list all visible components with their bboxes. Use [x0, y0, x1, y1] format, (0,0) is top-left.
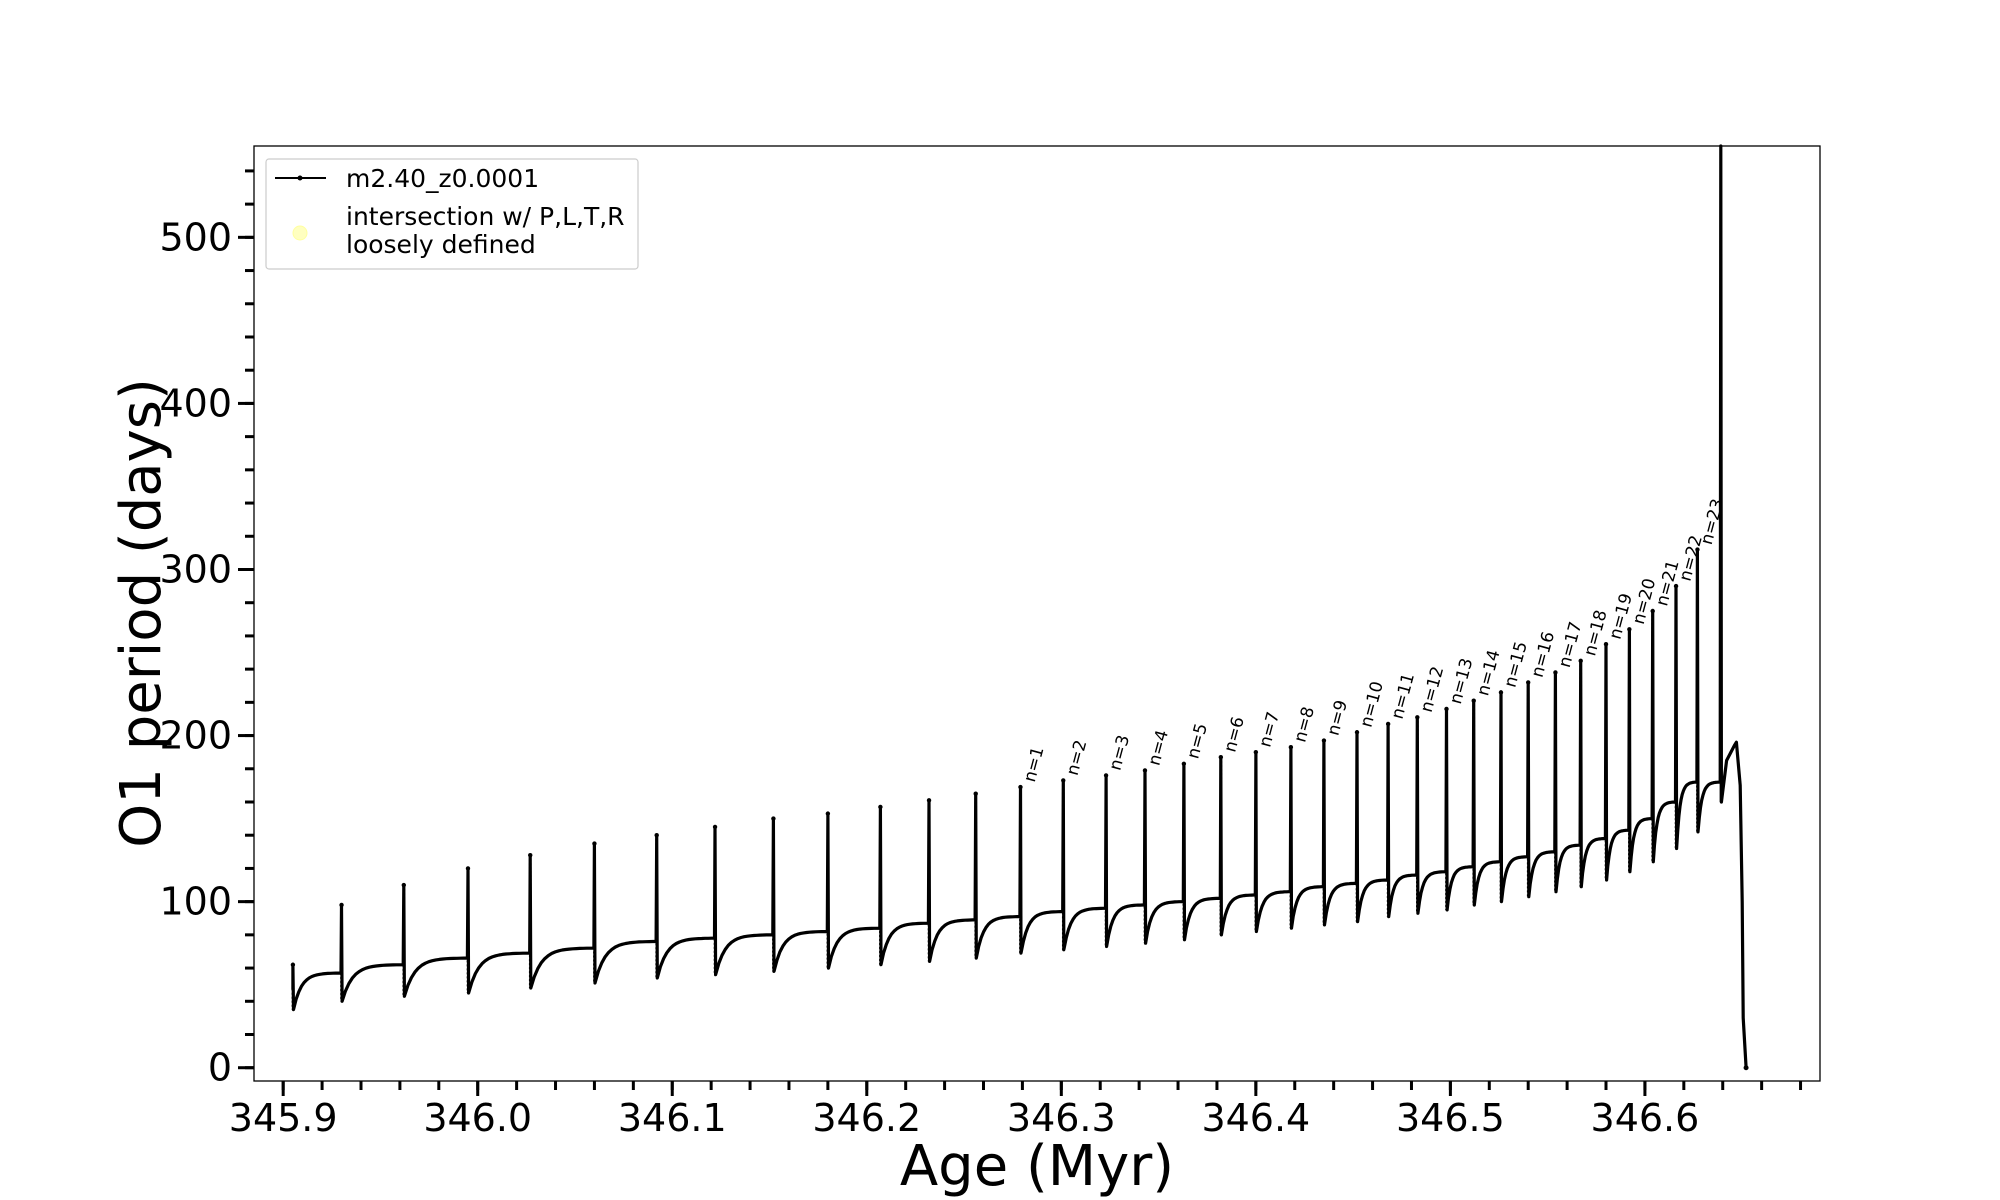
- pulse-peak-point: [1444, 706, 1449, 712]
- x-axis-title: Age (Myr): [900, 1134, 1174, 1199]
- pulse-peak-point: [1415, 715, 1420, 720]
- pulse-peak-point: [1018, 784, 1023, 790]
- pulse-peak-point: [926, 798, 932, 803]
- pulse-peak-point: [592, 841, 597, 846]
- pulse-peak-point: [654, 833, 659, 838]
- pulse-peak-point: [771, 816, 776, 821]
- legend-series-dot: [297, 175, 303, 181]
- pulse-peak-point: [1288, 744, 1294, 750]
- pulse-peak-point: [1253, 749, 1259, 755]
- x-tick-label: 346.3: [1007, 1096, 1116, 1140]
- y-axis: 0 100 200 300 400 500: [159, 169, 254, 1090]
- pulse-peak-point: [1603, 642, 1609, 647]
- pulse-peak-point: [290, 962, 296, 967]
- series-line-m2.40_z0.0001: [291, 144, 1748, 1068]
- pulse-peak-point: [1695, 547, 1700, 552]
- pulse-peak-point: [1673, 583, 1679, 589]
- pulse-peak-point: [1321, 738, 1327, 743]
- pulse-peak-point: [1627, 627, 1632, 632]
- pulse-peak-point: [1218, 754, 1224, 760]
- x-tick-label: 346.4: [1201, 1096, 1310, 1140]
- x-tick-label: 345.9: [229, 1096, 338, 1140]
- pulse-peak-point: [1553, 670, 1558, 675]
- y-tick-label: 500: [159, 215, 232, 259]
- y-axis-title: O1 period (days): [109, 378, 174, 848]
- pulse-peak-point: [1471, 698, 1476, 703]
- pulse-peak-point: [1578, 658, 1583, 664]
- legend-intersection-label-line2: loosely defined: [346, 230, 536, 259]
- y-tick-label: 300: [159, 547, 232, 591]
- pulse-peak-point: [1142, 768, 1148, 773]
- y-tick-label: 400: [159, 381, 232, 425]
- pulse-peak-point: [1103, 773, 1109, 778]
- pulse-peak-point: [1354, 730, 1360, 735]
- legend-series-label: m2.40_z0.0001: [346, 164, 539, 193]
- pulse-peak-point: [528, 852, 533, 858]
- x-tick-label: 346.2: [812, 1096, 921, 1140]
- pulse-peak-point: [973, 791, 978, 796]
- pulse-peak-point: [878, 804, 883, 810]
- pulse-peak-point: [712, 824, 718, 830]
- end-point: [1743, 1065, 1749, 1071]
- pulse-peak-point: [401, 882, 406, 888]
- legend-intersection-marker: [292, 225, 308, 241]
- pulse-peak-point: [339, 902, 344, 908]
- pulse-peak-point: [825, 811, 831, 816]
- plot-area: [253, 145, 1821, 1082]
- legend-intersection-label-line1: intersection w/ P,L,T,R: [346, 202, 625, 231]
- x-tick-label: 346.1: [618, 1096, 727, 1140]
- y-tick-label: 200: [159, 714, 232, 758]
- pulse-peak-point: [1525, 680, 1531, 685]
- series-layer: [290, 144, 1749, 1071]
- x-tick-label: 346.5: [1396, 1096, 1505, 1140]
- y-tick-label: 100: [159, 880, 232, 924]
- pulse-peak-point: [1181, 761, 1187, 766]
- legend-box: [265, 158, 639, 270]
- x-tick-label: 346.6: [1591, 1096, 1700, 1140]
- legend: m2.40_z0.0001 intersection w/ P,L,T,R lo…: [265, 158, 639, 270]
- pulse-peak-point: [1061, 778, 1066, 783]
- y-tick-label: 0: [208, 1046, 232, 1090]
- pulse-peak-point: [1650, 608, 1655, 614]
- pulse-peak-point: [465, 866, 471, 871]
- x-tick-label: 346.0: [423, 1096, 532, 1140]
- pulse-peak-point: [1385, 721, 1391, 727]
- x-axis: 345.9 346.0 346.1 346.2 346.3 346.4 346.5 346.6: [229, 1081, 1803, 1140]
- pulse-peak-point: [1498, 690, 1504, 695]
